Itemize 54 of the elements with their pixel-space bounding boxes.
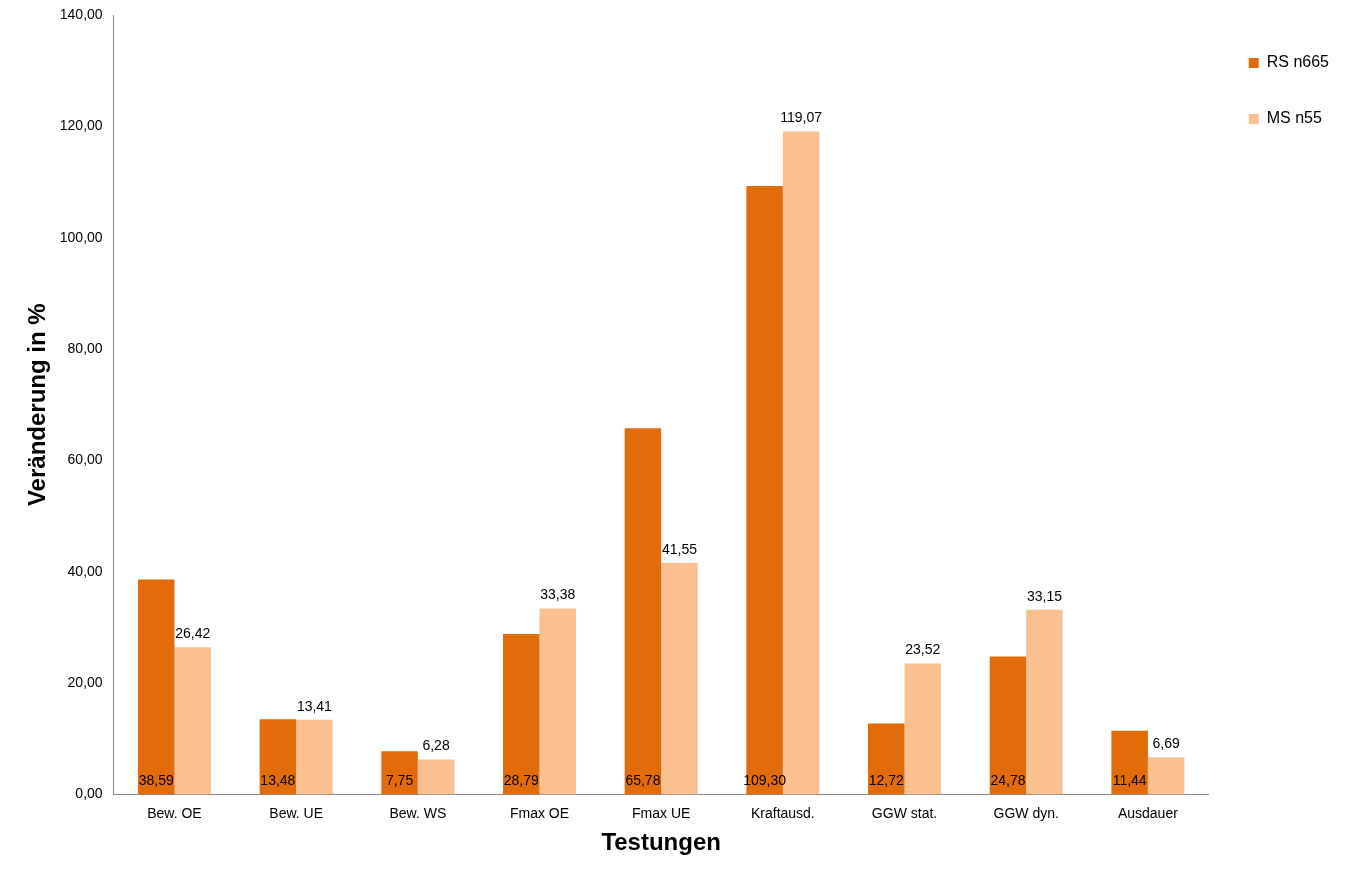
y-tick-label: 120,00 <box>59 117 103 134</box>
y-tick-label: 40,00 <box>67 562 103 579</box>
data-label: 24,78 <box>990 772 1026 789</box>
x-axis-title: Testungen <box>601 828 721 856</box>
y-tick-label: 140,00 <box>59 5 103 22</box>
y-tick-label: 0,00 <box>75 785 103 802</box>
data-label: 7,75 <box>385 772 414 789</box>
bar <box>502 634 540 795</box>
data-label: 41,55 <box>661 540 698 557</box>
data-label: 33,38 <box>540 586 576 603</box>
data-label: 23,52 <box>905 641 941 658</box>
bar <box>904 663 942 795</box>
data-label: 65,78 <box>625 772 661 789</box>
y-tick-label: 60,00 <box>67 451 103 468</box>
x-tick-label: GGW stat. <box>871 804 938 821</box>
data-label: 6,28 <box>422 737 450 754</box>
legend-label: MS n55 <box>1266 109 1322 127</box>
x-tick-label: Kraftausd. <box>750 804 815 821</box>
bar <box>381 751 418 795</box>
x-tick-label: GGW dyn. <box>993 804 1059 821</box>
y-tick-label: 80,00 <box>67 339 103 356</box>
data-label: 6,69 <box>1152 735 1180 752</box>
bar <box>137 579 175 795</box>
x-tick-label: Fmax OE <box>509 804 570 821</box>
data-label: 11,44 <box>1112 772 1147 789</box>
data-label: 33,15 <box>1026 587 1063 604</box>
y-tick-label: 100,00 <box>59 228 103 245</box>
data-label: 12,72 <box>868 772 905 789</box>
bar <box>296 719 333 795</box>
bar <box>1111 730 1148 795</box>
data-label: 13,48 <box>260 772 296 789</box>
bar <box>417 759 455 795</box>
x-tick-label: Bew. UE <box>269 804 323 821</box>
x-tick-label: Fmax UE <box>632 804 691 821</box>
bar <box>259 719 297 795</box>
bar <box>174 647 211 795</box>
y-tick-label: 20,00 <box>67 673 103 690</box>
bar <box>1147 757 1185 795</box>
data-label: 119,07 <box>780 109 823 126</box>
data-label: 26,42 <box>175 625 211 642</box>
bar <box>661 563 698 795</box>
data-label: 38,59 <box>138 772 174 789</box>
legend-label: RS n665 <box>1266 53 1330 71</box>
data-label: 13,41 <box>296 697 333 714</box>
bar <box>624 428 662 795</box>
data-label: 28,79 <box>503 772 539 789</box>
bar <box>539 608 576 795</box>
bar <box>989 656 1027 795</box>
x-tick-label: Bew. OE <box>147 804 202 821</box>
y-axis-title: Veränderung in % <box>23 303 51 507</box>
bar <box>868 723 905 795</box>
bar <box>1026 609 1063 795</box>
x-tick-label: Bew. WS <box>389 804 447 821</box>
x-tick-label: Ausdauer <box>1117 804 1179 821</box>
